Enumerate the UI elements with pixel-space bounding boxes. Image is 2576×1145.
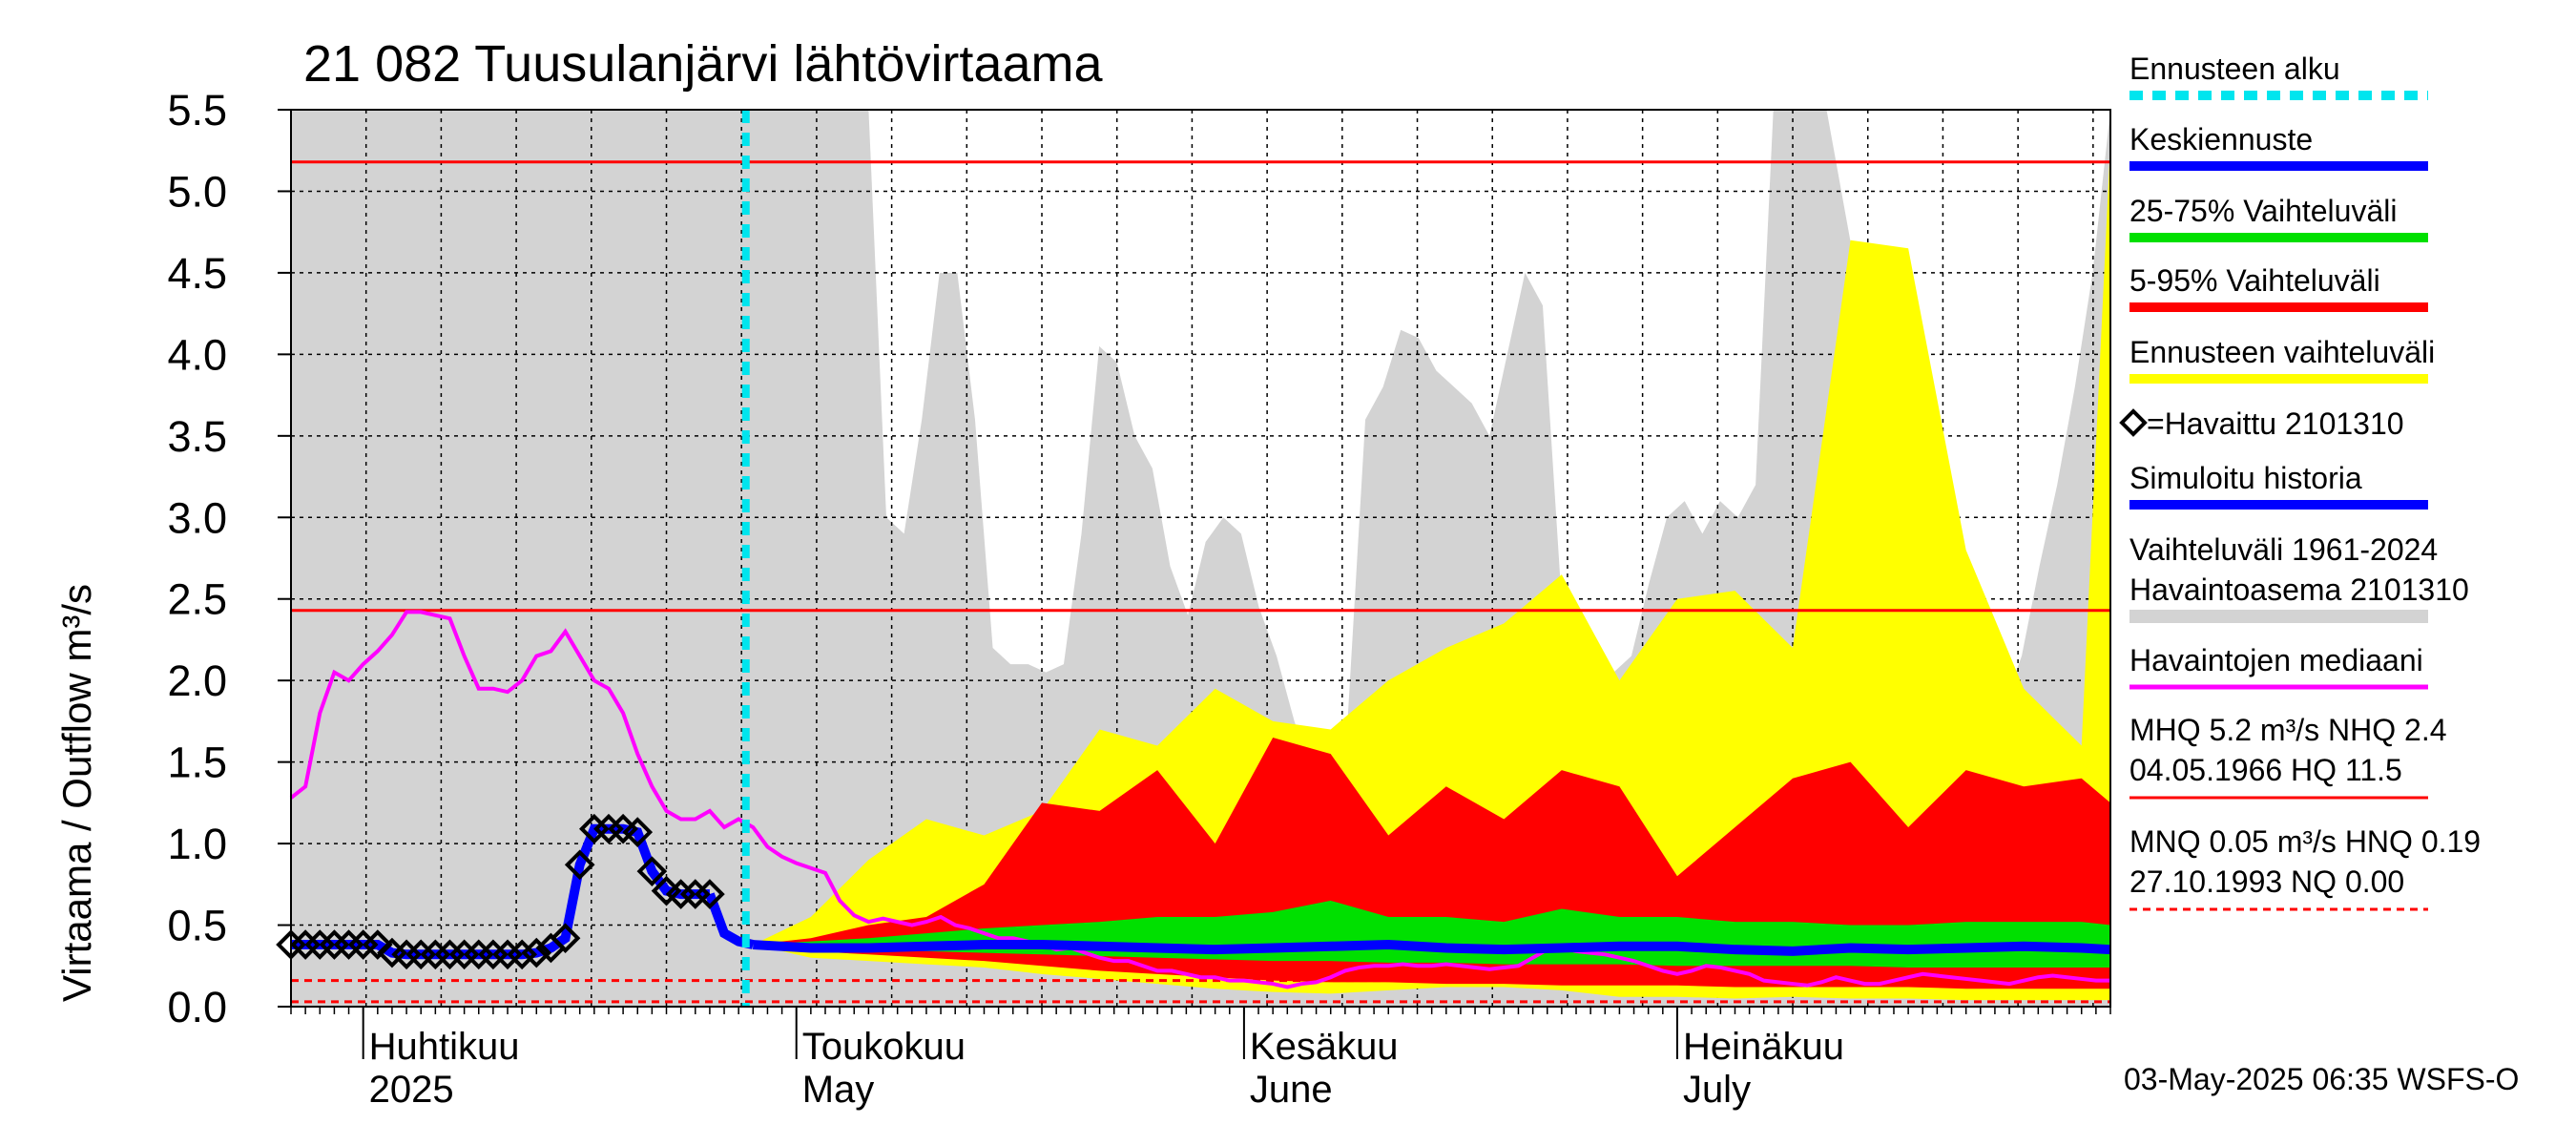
y-tick-label: 5.0 (167, 167, 227, 216)
observed-point (679, 879, 711, 909)
y-tick-label: 3.5 (167, 412, 227, 461)
observed-point (405, 939, 437, 970)
observed-point (377, 937, 407, 968)
x-month-sublabel: June (1250, 1069, 1333, 1111)
x-month-sublabel: May (802, 1069, 875, 1111)
y-axis: 0.0 0.5 1.0 1.5 2.0 2.5 3.0 3.5 4.0 4.5 5.0 5.5 (167, 86, 291, 1031)
observed-point (347, 929, 379, 960)
observed-point (319, 929, 350, 960)
legend-forecast-start-label: Ennusteen alku (2129, 52, 2340, 86)
legend-mean-forecast-label: Keskiennuste (2129, 122, 2313, 156)
y-tick-label: 0.5 (167, 902, 227, 950)
legend-forecast-range-label: Ennusteen vaihteluväli (2129, 335, 2435, 369)
y-tick-label: 1.5 (167, 739, 227, 787)
legend-observed-label: =Havaittu 2101310 (2147, 406, 2404, 441)
observed-point (290, 929, 321, 960)
y-tick-label: 3.0 (167, 493, 227, 542)
observed-point (521, 937, 552, 968)
legend-median-label: Havaintojen mediaani (2129, 643, 2423, 677)
y-tick-label: 1.0 (167, 820, 227, 868)
x-month-label: Kesäkuu (1250, 1026, 1399, 1068)
y-axis-label: Virtaama / Outflow m³/s (54, 584, 99, 1002)
observed-point (276, 929, 306, 960)
x-month-sublabel: July (1683, 1069, 1751, 1111)
x-month-label: Heinäkuu (1683, 1026, 1844, 1068)
x-month-sublabel: 2025 (369, 1069, 454, 1111)
median-line (289, 610, 2110, 989)
plot-area (276, 109, 2111, 1008)
y-tick-label: 5.5 (167, 86, 227, 135)
legend-stats-line-1: MHQ 5.2 m³/s NHQ 2.4 (2129, 713, 2447, 747)
legend-simulated-label: Simuloitu historia (2129, 461, 2362, 495)
observed-point (564, 849, 595, 881)
observed-point (391, 939, 422, 970)
observed-point (507, 939, 537, 970)
y-tick-label: 0.0 (167, 983, 227, 1031)
observed-point (608, 813, 638, 844)
legend-band-25-75-label: 25-75% Vaihteluväli (2129, 194, 2397, 228)
y-tick-label: 2.0 (167, 656, 227, 705)
observed-point (665, 879, 696, 909)
legend-band-5-95-label: 5-95% Vaihteluväli (2129, 263, 2380, 298)
legend-observed-marker-icon (2119, 408, 2148, 437)
observed-point (448, 939, 480, 970)
observed-point (434, 939, 466, 970)
observed-point (463, 939, 494, 970)
observed-point (304, 929, 336, 960)
observed-point (492, 939, 523, 970)
observed-point (636, 856, 668, 886)
legend-stats-line-3: MNQ 0.05 m³/s HNQ 0.19 (2129, 824, 2481, 859)
legend-stats-line-2: 04.05.1966 HQ 11.5 (2129, 753, 2402, 787)
observed-point (579, 813, 610, 844)
y-tick-label: 2.5 (167, 575, 227, 624)
legend-stats-line-4: 27.10.1993 NQ 0.00 (2129, 864, 2404, 899)
y-tick-label: 4.0 (167, 330, 227, 379)
observed-point (695, 879, 725, 909)
observed-point (420, 939, 451, 970)
observed-point (333, 929, 364, 960)
y-tick-label: 4.5 (167, 249, 227, 298)
x-month-label: Toukokuu (802, 1026, 966, 1068)
observed-point (593, 813, 624, 844)
footer-timestamp: 03-May-2025 06:35 WSFS-O (2124, 1062, 2519, 1096)
legend-hist-range-label-2: Havaintoasema 2101310 (2129, 572, 2469, 607)
mean-forecast-line (753, 940, 2111, 956)
observed-point (622, 817, 654, 847)
legend: Ennusteen alku Keskiennuste 25-75% Vaiht… (2119, 52, 2481, 911)
chart-title: 21 082 Tuusulanjärvi lähtövirtaama (303, 35, 1103, 93)
observed-point (550, 923, 581, 954)
observed-point (651, 875, 682, 906)
observed-point (478, 939, 509, 970)
legend-hist-range-label-1: Vaihteluväli 1961-2024 (2129, 532, 2438, 567)
forecast-range-area (753, 142, 2111, 1001)
x-month-label: Huhtikuu (369, 1026, 520, 1068)
